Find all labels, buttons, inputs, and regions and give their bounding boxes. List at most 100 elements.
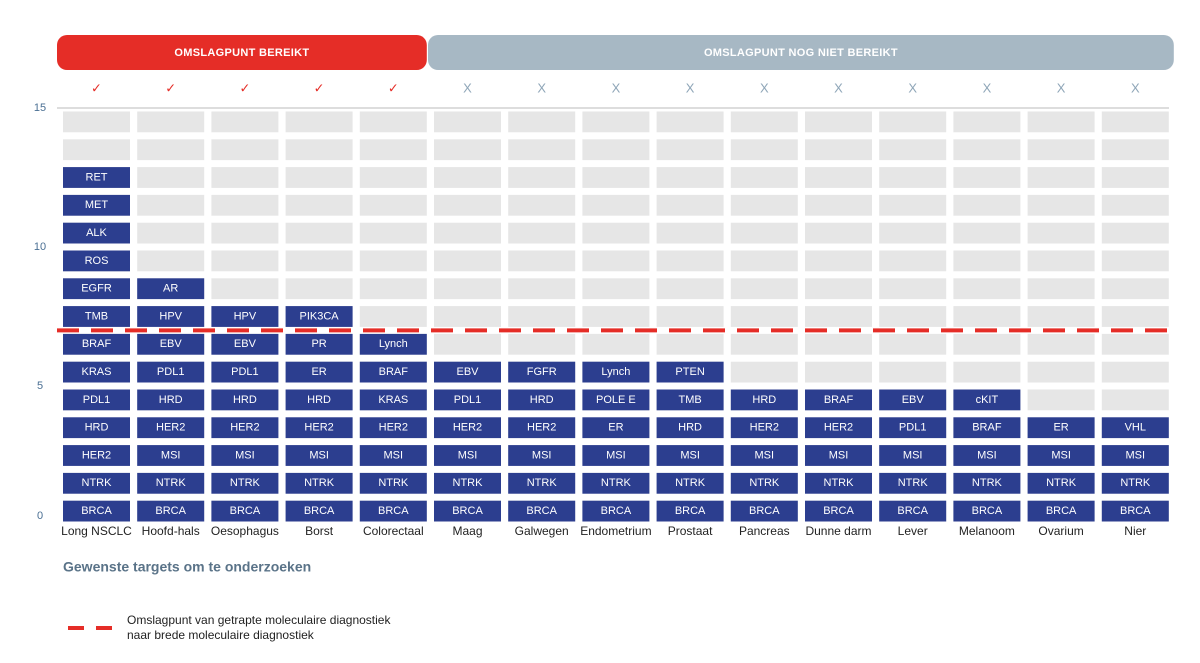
tile <box>359 500 427 522</box>
empty-slot <box>1027 222 1095 244</box>
empty-slot <box>730 139 798 161</box>
y-tick-label: 15 <box>34 102 46 114</box>
tile <box>582 389 650 411</box>
tile <box>63 194 130 216</box>
tile <box>508 472 576 494</box>
status-mark: ✓ <box>239 80 250 95</box>
empty-slot <box>953 306 1021 327</box>
tile-label: PIK3CA <box>300 310 340 322</box>
tile-label: MSI <box>755 449 775 461</box>
status-mark: ✓ <box>314 80 325 95</box>
tile <box>137 417 205 439</box>
tile-label: BRCA <box>230 505 261 517</box>
status-mark: X <box>1057 80 1066 95</box>
empty-slot <box>434 167 501 188</box>
tile <box>730 472 798 494</box>
tile <box>730 417 798 439</box>
tile-label: NTRK <box>156 477 187 489</box>
empty-slot <box>1101 389 1169 411</box>
tile <box>805 417 872 439</box>
tile <box>730 445 798 466</box>
tile-label: HRD <box>307 394 331 406</box>
tile-label: BRCA <box>897 505 928 517</box>
tile <box>211 417 279 439</box>
tile-label: PDL1 <box>83 394 111 406</box>
tile-label: HRD <box>678 422 702 434</box>
empty-slot <box>953 139 1021 161</box>
tile-label: Lynch <box>379 338 408 350</box>
tile <box>508 417 576 439</box>
tile-label: EBV <box>902 394 925 406</box>
empty-slot <box>285 167 353 188</box>
tile <box>434 361 501 383</box>
empty-slot <box>879 111 947 133</box>
tile-label: RET <box>86 171 108 183</box>
empty-slot <box>805 167 872 188</box>
status-mark: X <box>1131 80 1140 95</box>
tile-label: HER2 <box>824 422 853 434</box>
tile <box>359 361 427 383</box>
empty-slot <box>359 278 427 300</box>
empty-slot <box>508 222 576 244</box>
empty-slot <box>1027 167 1095 188</box>
tile <box>359 445 427 466</box>
tile-label: PR <box>311 338 326 350</box>
x-tick-label: Ovarium <box>1038 524 1083 538</box>
empty-slot <box>879 167 947 188</box>
empty-slot <box>953 194 1021 216</box>
tile <box>137 472 205 494</box>
tile <box>582 500 650 522</box>
empty-slot <box>656 222 724 244</box>
tile <box>953 472 1021 494</box>
tile-label: NTRK <box>378 477 409 489</box>
tile-label: NTRK <box>1120 477 1151 489</box>
x-tick-label: Maag <box>452 524 482 538</box>
empty-slot <box>285 139 353 161</box>
empty-slot <box>805 333 872 355</box>
tile <box>656 361 724 383</box>
x-tick-label: Colorectaal <box>363 524 424 538</box>
empty-slot <box>1101 250 1169 272</box>
tile <box>1101 417 1169 439</box>
empty-slot <box>1101 139 1169 161</box>
tile-label: BRCA <box>452 505 483 517</box>
empty-slot <box>1101 222 1169 244</box>
tile <box>953 500 1021 522</box>
x-tick-label: Borst <box>305 524 334 538</box>
empty-slot <box>730 111 798 133</box>
tile-label: NTRK <box>304 477 335 489</box>
tile <box>63 361 130 383</box>
empty-slot <box>434 306 501 327</box>
tile-label: BRCA <box>601 505 632 517</box>
empty-slot <box>434 333 501 355</box>
tile-label: HER2 <box>453 422 482 434</box>
empty-slot <box>582 111 650 133</box>
tile-label: BRCA <box>1120 505 1151 517</box>
x-tick-label: Melanoom <box>959 524 1015 538</box>
tile <box>137 306 205 327</box>
tile-label: BRAF <box>972 422 1002 434</box>
tile <box>879 445 947 466</box>
tile-label: HRD <box>752 394 776 406</box>
empty-slot <box>582 250 650 272</box>
empty-slot <box>805 278 872 300</box>
empty-slot <box>508 139 576 161</box>
tile-label: ER <box>608 422 623 434</box>
empty-slot <box>211 194 279 216</box>
tile <box>879 500 947 522</box>
tile <box>285 417 353 439</box>
tile-label: MSI <box>532 449 552 461</box>
tile-label: HER2 <box>82 449 111 461</box>
tile <box>285 306 353 327</box>
empty-slot <box>508 250 576 272</box>
tile <box>582 361 650 383</box>
tile-label: MSI <box>1051 449 1071 461</box>
tile <box>879 417 947 439</box>
tile-label: TMB <box>85 310 108 322</box>
empty-slot <box>656 306 724 327</box>
tile <box>359 389 427 411</box>
group-header <box>428 35 1174 70</box>
empty-slot <box>434 222 501 244</box>
empty-slot <box>508 306 576 327</box>
tile <box>953 445 1021 466</box>
